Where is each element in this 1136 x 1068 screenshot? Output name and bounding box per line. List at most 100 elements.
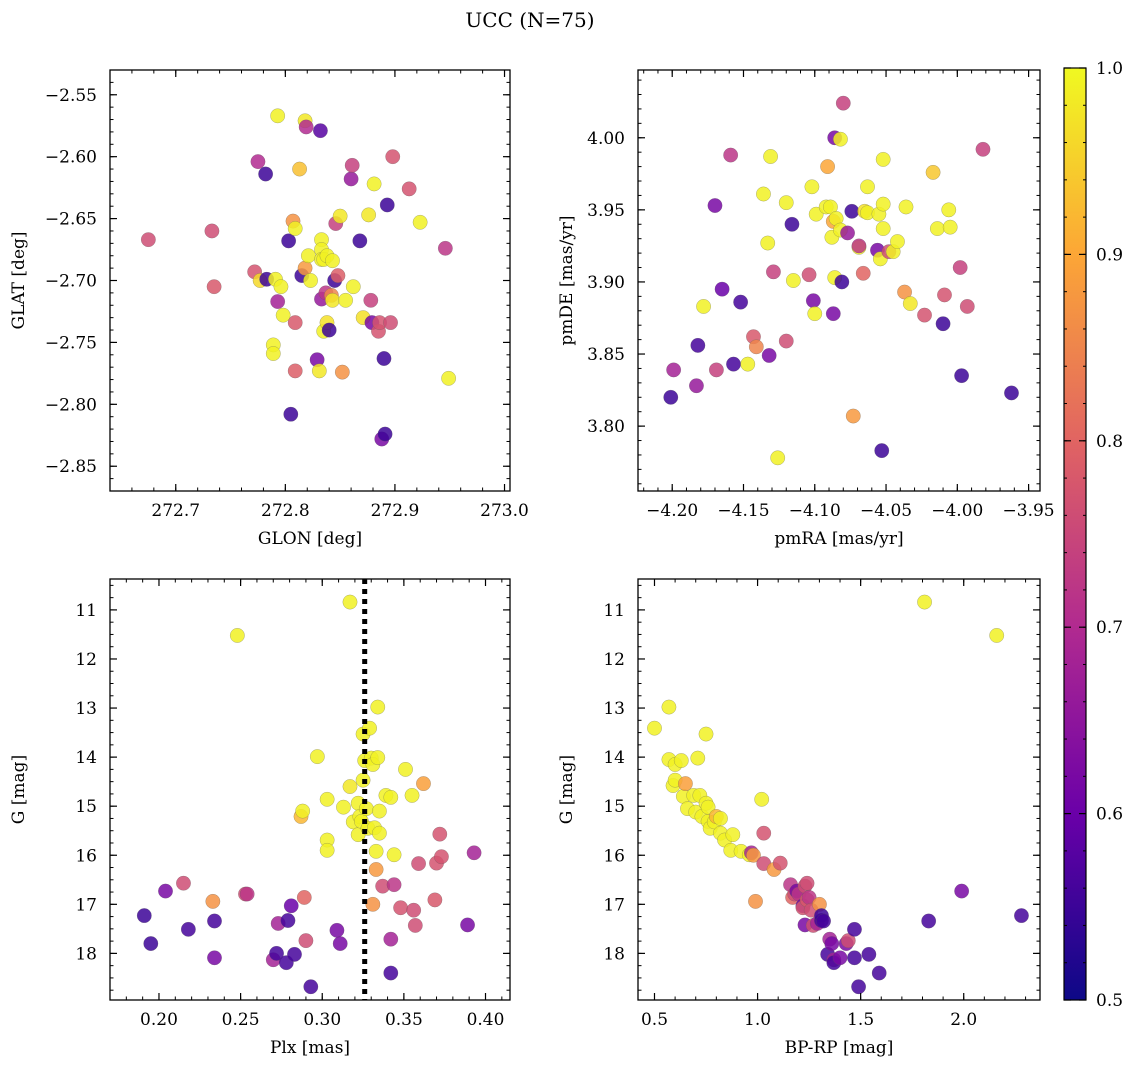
data-point <box>275 307 291 323</box>
axes-frame <box>109 578 511 1001</box>
x-tick-label: −4.10 <box>789 501 841 521</box>
scatter-points <box>647 594 1029 995</box>
data-point <box>140 232 156 248</box>
data-point <box>383 315 398 330</box>
data-point <box>661 699 677 715</box>
colorbar-tick-label: 1.0 <box>1096 59 1123 79</box>
data-point <box>804 179 820 195</box>
data-point <box>954 883 970 899</box>
y-tick-label: 13 <box>75 699 97 719</box>
data-point <box>925 164 941 180</box>
data-point <box>239 886 255 902</box>
data-point <box>772 855 788 871</box>
x-axis-label: pmRA [mas/yr] <box>774 529 903 549</box>
y-axis-label: pmDE [mas/yr] <box>557 215 577 345</box>
data-point <box>273 279 289 295</box>
data-point <box>406 902 422 918</box>
x-tick-label: 272.8 <box>261 501 310 521</box>
data-point <box>368 862 384 877</box>
data-point <box>437 240 453 256</box>
x-tick-label: 0.5 <box>641 1010 668 1030</box>
data-point <box>270 108 286 124</box>
data-point <box>835 95 851 111</box>
data-point <box>352 233 368 249</box>
data-point <box>874 443 890 459</box>
data-point <box>847 950 862 966</box>
data-point <box>975 141 991 157</box>
y-tick-label: 18 <box>603 944 625 964</box>
data-point <box>816 913 831 929</box>
data-point <box>466 845 482 861</box>
data-point <box>954 368 969 384</box>
data-point <box>383 931 399 947</box>
x-tick-label: 0.25 <box>222 1010 260 1030</box>
y-tick-label: 14 <box>603 748 625 768</box>
y-tick-label: 3.85 <box>587 345 625 365</box>
data-point <box>398 761 413 777</box>
data-point <box>941 202 957 218</box>
data-point <box>334 364 350 380</box>
y-axis-label: G [mag] <box>9 755 29 824</box>
data-point <box>748 893 763 909</box>
data-point <box>959 299 975 314</box>
data-point <box>313 123 328 139</box>
data-point <box>376 351 392 366</box>
data-point <box>713 811 728 826</box>
data-point <box>871 965 887 981</box>
data-point <box>343 171 359 187</box>
x-tick-label: 272.9 <box>371 501 420 521</box>
colorbar-tick-label: 0.5 <box>1096 991 1123 1011</box>
data-point <box>756 186 771 202</box>
data-point <box>851 979 866 995</box>
y-tick-label: 17 <box>603 895 625 915</box>
data-point <box>283 898 299 914</box>
data-point <box>860 179 875 195</box>
data-point <box>698 726 714 742</box>
data-point <box>917 307 932 323</box>
data-point <box>321 322 337 338</box>
data-point <box>833 131 848 147</box>
data-point <box>690 337 706 353</box>
data-point <box>370 750 386 766</box>
y-tick-label: −2.85 <box>45 457 97 477</box>
scatter-points <box>140 108 457 447</box>
data-point <box>917 594 932 610</box>
y-axis-label: G [mag] <box>557 755 577 824</box>
data-point <box>412 214 428 230</box>
figure-title: UCC (N=75) <box>465 8 594 32</box>
data-point <box>292 161 307 177</box>
data-point <box>805 293 821 309</box>
data-point <box>890 234 905 249</box>
data-point <box>726 356 741 372</box>
data-point <box>386 847 402 863</box>
data-point <box>368 843 384 859</box>
data-point <box>287 315 303 330</box>
data-point <box>898 199 914 215</box>
y-tick-label: −2.80 <box>45 395 97 415</box>
data-point <box>383 789 399 805</box>
data-point <box>825 306 841 322</box>
data-point <box>770 450 786 466</box>
data-point <box>325 253 340 269</box>
data-point <box>689 378 704 394</box>
data-point <box>778 333 794 349</box>
data-point <box>303 979 319 995</box>
data-point <box>942 219 958 235</box>
data-point <box>807 306 823 322</box>
data-point <box>707 198 723 213</box>
y-tick-label: 16 <box>75 846 97 866</box>
data-point <box>338 292 354 308</box>
data-point <box>204 223 220 239</box>
y-axis-label: GLAT [deg] <box>9 231 29 329</box>
data-point <box>311 363 327 379</box>
data-point <box>370 699 386 715</box>
y-tick-label: 15 <box>603 797 625 817</box>
data-point <box>834 274 850 290</box>
data-point <box>427 892 443 908</box>
x-tick-label: 1.0 <box>744 1010 771 1030</box>
data-point <box>847 921 862 937</box>
data-point <box>832 950 848 966</box>
data-point <box>921 913 937 929</box>
data-point <box>332 936 348 951</box>
axes-frame <box>637 69 1041 492</box>
